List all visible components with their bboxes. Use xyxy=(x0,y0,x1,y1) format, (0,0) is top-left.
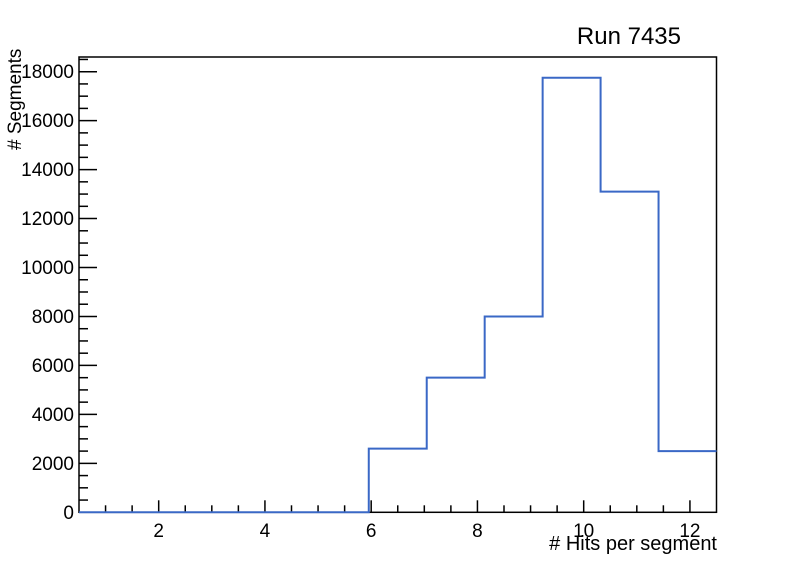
y-axis-title: # Segments xyxy=(5,48,26,150)
y-tick-label: 4000 xyxy=(32,405,74,426)
y-tick-label: 14000 xyxy=(21,160,74,181)
y-tick-label: 2000 xyxy=(32,454,74,475)
y-tick-label: 12000 xyxy=(21,209,74,230)
plot-frame xyxy=(78,56,718,514)
x-tick-label: 4 xyxy=(260,521,271,542)
y-tick-label: 10000 xyxy=(21,258,74,279)
y-tick-label: 8000 xyxy=(32,307,74,328)
x-tick-label: 8 xyxy=(472,521,483,542)
x-tick-label: 2 xyxy=(153,521,164,542)
histogram-line xyxy=(79,76,717,514)
x-tick-label: 6 xyxy=(366,521,377,542)
x-tick-label: 10 xyxy=(573,521,594,542)
y-tick-label: 16000 xyxy=(21,111,74,132)
y-tick-label: 6000 xyxy=(32,356,74,377)
y-tick-label: 0 xyxy=(63,503,74,524)
y-tick-label: 18000 xyxy=(21,62,74,83)
x-axis-title: # Hits per segment xyxy=(549,533,717,555)
x-tick-label: 12 xyxy=(679,521,700,542)
chart-title: Run 7435 xyxy=(576,23,681,50)
